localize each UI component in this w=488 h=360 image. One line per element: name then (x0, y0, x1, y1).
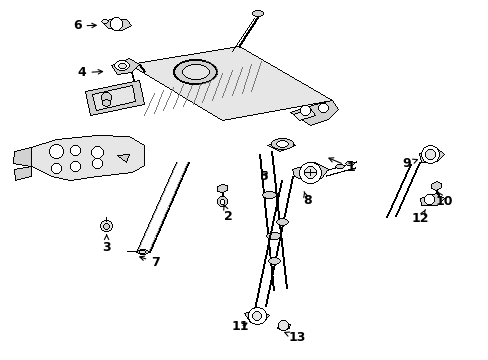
Text: 9: 9 (402, 157, 417, 170)
Text: 1: 1 (328, 158, 355, 174)
Text: 3: 3 (102, 235, 111, 254)
Text: 12: 12 (411, 210, 428, 225)
Text: 5: 5 (259, 170, 268, 183)
Text: 6: 6 (73, 19, 96, 32)
Text: 11: 11 (231, 320, 249, 333)
Text: 2: 2 (224, 205, 233, 223)
Text: 13: 13 (284, 331, 305, 344)
Text: 4: 4 (78, 66, 102, 79)
Text: 8: 8 (302, 192, 311, 207)
Text: 7: 7 (140, 256, 160, 269)
Text: 10: 10 (434, 192, 452, 208)
